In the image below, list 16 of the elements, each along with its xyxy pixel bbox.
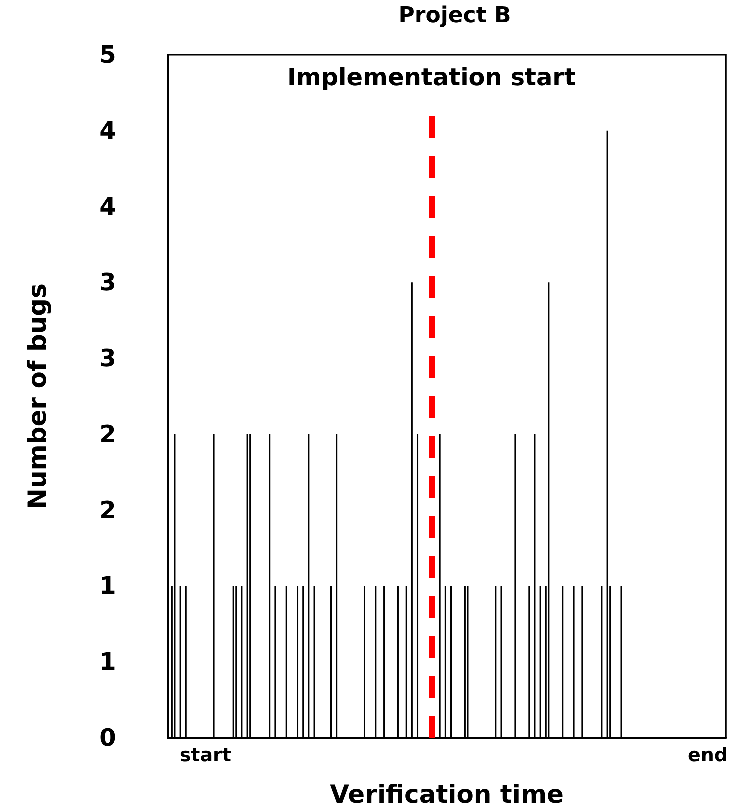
y-tick-label: 1 bbox=[100, 572, 116, 600]
y-tick-label: 4 bbox=[100, 116, 116, 145]
y-tick-label: 5 bbox=[100, 41, 116, 69]
chart-title: Project B bbox=[398, 4, 512, 28]
y-tick-label: 3 bbox=[100, 344, 116, 373]
y-tick-label: 3 bbox=[100, 268, 116, 297]
y-tick-label: 1 bbox=[100, 648, 116, 676]
annotation: Implementation start bbox=[287, 63, 576, 92]
x-axis-title: Verification time bbox=[330, 780, 564, 809]
y-tick-label: 2 bbox=[100, 496, 116, 524]
y-tick-label: 0 bbox=[100, 724, 116, 752]
y-axis-title: Number of bugs bbox=[23, 284, 52, 510]
x-tick-label: end bbox=[688, 744, 728, 766]
x-tick-label: start bbox=[180, 744, 232, 766]
y-tick-label: 4 bbox=[100, 192, 116, 221]
y-tick-label: 2 bbox=[100, 420, 116, 448]
